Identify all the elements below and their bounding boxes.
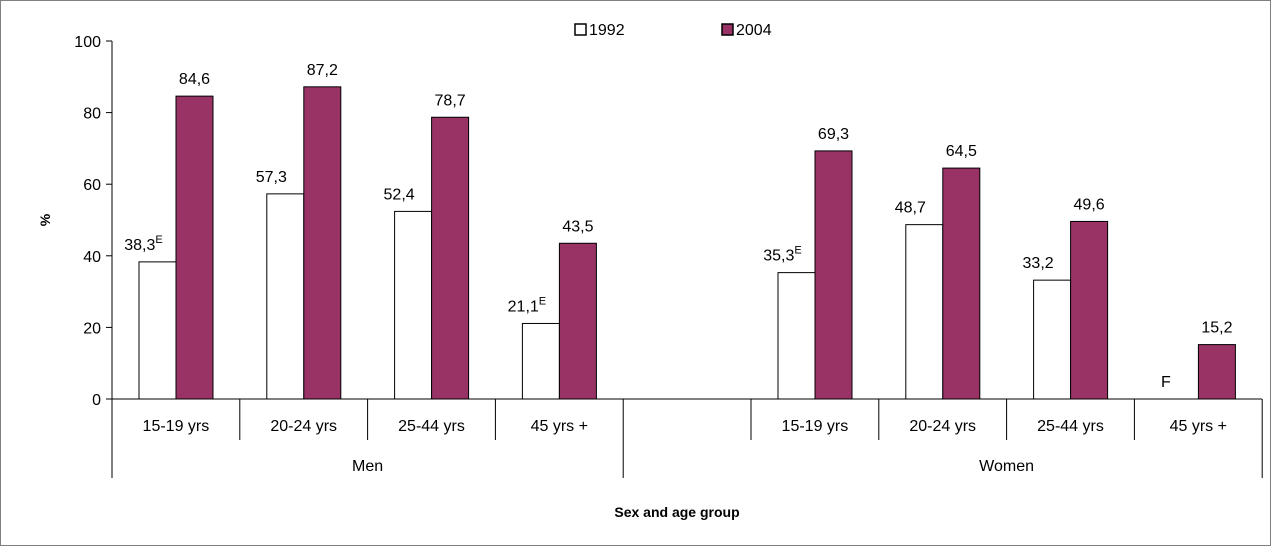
chart-legend: 1992 2004 xyxy=(574,22,772,39)
chart-labels: 38,3E84,657,387,252,478,721,1E43,535,3E6… xyxy=(124,62,1232,391)
data-label: F xyxy=(1161,374,1171,391)
data-label-value: 48,7 xyxy=(895,200,926,217)
data-label: 69,3 xyxy=(818,126,849,143)
category-label: 45 yrs + xyxy=(531,418,588,435)
data-label-superscript: E xyxy=(794,245,801,257)
y-tick-label: 60 xyxy=(83,177,101,194)
data-label: 52,4 xyxy=(384,186,415,203)
data-label: 33,2 xyxy=(1023,255,1054,272)
category-label: 15-19 yrs xyxy=(143,418,210,435)
legend-swatch-2004 xyxy=(721,23,734,36)
bar-1992 xyxy=(1033,279,1072,400)
group-label: Men xyxy=(352,458,383,475)
data-label-value: 78,7 xyxy=(435,92,466,109)
data-label: 43,5 xyxy=(562,218,593,235)
data-label-value: 49,6 xyxy=(1074,196,1105,213)
bar-2004 xyxy=(1070,220,1109,400)
data-label: 87,2 xyxy=(307,62,338,79)
y-tick-label: 20 xyxy=(83,320,101,337)
data-label-value: 15,2 xyxy=(1201,320,1232,337)
bar-1992 xyxy=(905,224,944,400)
y-axis-title: % xyxy=(37,213,53,226)
bar-1992 xyxy=(138,261,177,400)
bar-2004 xyxy=(814,150,853,400)
legend-label-1992: 1992 xyxy=(589,22,625,39)
data-label-value: 57,3 xyxy=(256,169,287,186)
chart-axes: 0 20 40 60 80 100 15-19 yrs 20-24 yrs 25-44 yrs 4… xyxy=(74,34,1263,478)
data-label-value: 87,2 xyxy=(307,62,338,79)
bar-2004 xyxy=(558,242,597,400)
data-label: 84,6 xyxy=(179,71,210,88)
category-label: 45 yrs + xyxy=(1170,418,1227,435)
category-label: 20-24 yrs xyxy=(909,418,976,435)
legend-label-2004: 2004 xyxy=(736,22,772,39)
data-label: 57,3 xyxy=(256,169,287,186)
data-label-value: 38,3 xyxy=(124,237,155,254)
data-label-value: 84,6 xyxy=(179,71,210,88)
data-label-superscript: E xyxy=(155,234,162,246)
chart-bars xyxy=(138,86,1236,400)
category-label: 20-24 yrs xyxy=(270,418,337,435)
data-label-value: F xyxy=(1161,374,1171,391)
data-label: 48,7 xyxy=(895,200,926,217)
legend-swatch-1992 xyxy=(574,23,587,36)
data-label-value: 35,3 xyxy=(763,248,794,265)
data-label-superscript: E xyxy=(539,295,546,307)
data-label-value: 21,1 xyxy=(508,298,539,315)
data-label-value: 43,5 xyxy=(562,218,593,235)
data-label: 35,3E xyxy=(763,245,801,265)
bar-2004 xyxy=(431,116,470,400)
data-label-value: 52,4 xyxy=(384,186,415,203)
data-label: 15,2 xyxy=(1201,320,1232,337)
bar-2004 xyxy=(1197,344,1236,400)
group-label: Women xyxy=(979,458,1034,475)
bar-2004 xyxy=(942,167,981,400)
x-axis-title: Sex and age group xyxy=(614,504,739,520)
y-tick-label: 40 xyxy=(83,249,101,266)
bar-2004 xyxy=(303,86,342,400)
y-tick-label: 0 xyxy=(92,392,101,409)
bar-2004 xyxy=(175,95,214,400)
bar-1992 xyxy=(394,210,433,400)
category-label: 25-44 yrs xyxy=(398,418,465,435)
data-label: 78,7 xyxy=(435,92,466,109)
data-label: 64,5 xyxy=(946,143,977,160)
data-label: 38,3E xyxy=(124,234,162,254)
data-label-value: 64,5 xyxy=(946,143,977,160)
category-label: 15-19 yrs xyxy=(782,418,849,435)
data-label: 21,1E xyxy=(508,295,546,315)
data-label-value: 33,2 xyxy=(1023,255,1054,272)
category-label: 25-44 yrs xyxy=(1037,418,1104,435)
y-tick-label: 80 xyxy=(83,106,101,123)
bar-1992 xyxy=(521,322,560,400)
data-label-value: 69,3 xyxy=(818,126,849,143)
y-tick-label: 100 xyxy=(74,34,101,51)
bar-1992 xyxy=(266,193,305,400)
bar-1992 xyxy=(777,272,816,400)
data-label: 49,6 xyxy=(1074,196,1105,213)
